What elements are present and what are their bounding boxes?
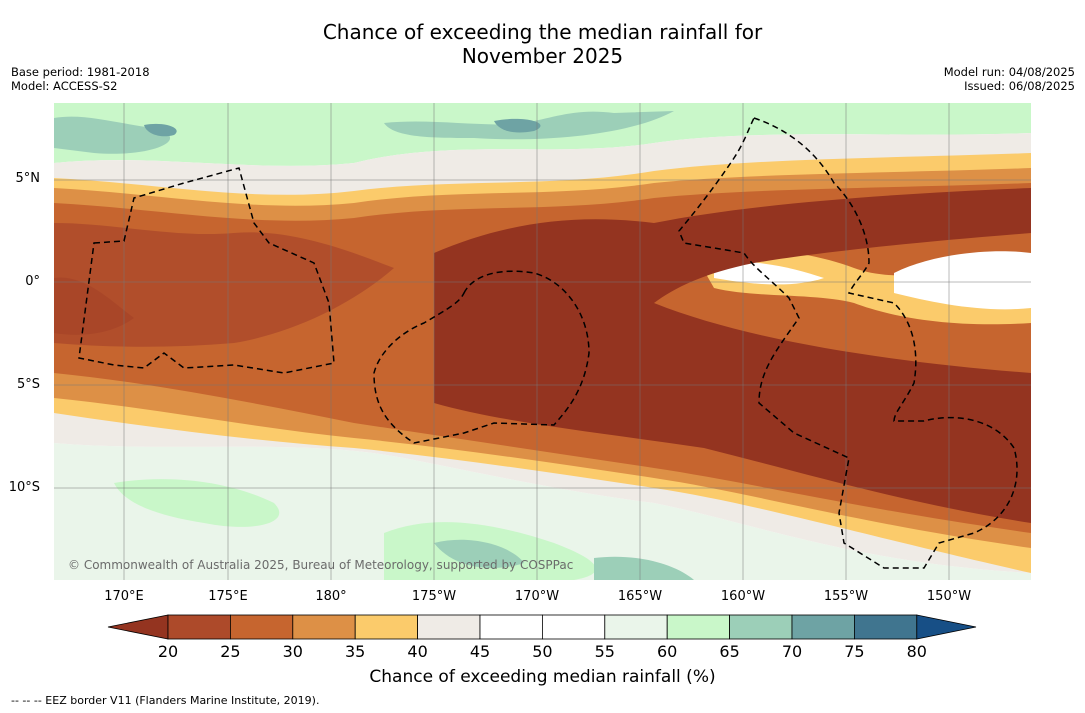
colorbar-tick-20: 20 <box>157 642 179 661</box>
colorbar-tick-75: 75 <box>844 642 865 661</box>
colorbar-label: Chance of exceeding median rainfall (%) <box>369 667 716 687</box>
right-white-patch <box>714 261 824 285</box>
south-grey-band <box>54 403 1031 573</box>
eez-line-islands <box>678 117 1018 569</box>
north-darkteal-patch <box>144 123 177 137</box>
colorbar-segment-55-60 <box>604 614 668 640</box>
model-run: Model run: 04/08/2025 <box>943 65 1075 79</box>
south-mint-patch <box>114 479 280 527</box>
colorbar-segment-75-80 <box>854 614 918 640</box>
lon-label-160w: 160°W <box>720 589 766 604</box>
title-line-2: November 2025 <box>461 44 624 68</box>
meta-right: Model run: 04/08/2025 Issued: 06/08/2025 <box>944 65 1075 93</box>
south-green-region <box>54 443 1031 580</box>
south-teal-patch <box>434 539 524 569</box>
colorbar-segment-25-30 <box>229 614 294 640</box>
colorbar-segment-70-75 <box>791 614 855 640</box>
map-gridlines <box>54 103 1031 580</box>
colorbar-tick-30: 30 <box>282 642 303 661</box>
colorbar-tick-70: 70 <box>781 642 803 661</box>
lat-label-5s: 5°S <box>16 377 40 392</box>
colorbar-tick-35: 35 <box>345 642 366 661</box>
colorbar-segment-20-25 <box>167 614 231 640</box>
colorbar-segment-60-65 <box>666 614 731 640</box>
colorbar-tick-55: 55 <box>594 642 615 661</box>
colorbar-segment-50-55 <box>541 614 606 640</box>
model-name: Model: ACCESS-S2 <box>11 79 118 93</box>
dark-core <box>434 188 1031 523</box>
eez-legend-footer: -- -- -- EEZ border V11 (Flanders Marine… <box>11 694 320 707</box>
lon-label-175w: 175°W <box>411 589 457 604</box>
lon-label-180: 180° <box>315 589 347 604</box>
colorbar-segment-45-50 <box>479 614 543 640</box>
colorbar-segment-35-40 <box>354 614 418 640</box>
lat-label-0: 0° <box>25 274 40 289</box>
rainfall-map <box>54 103 1031 580</box>
eez-kiribati-gilbert <box>78 167 335 374</box>
title-line-1: Chance of exceeding the median rainfall … <box>322 20 763 44</box>
copyright-notice: © Commonwealth of Australia 2025, Bureau… <box>68 558 574 572</box>
lon-label-170e: 170°E <box>104 589 144 604</box>
south-teal-patch-2 <box>594 556 694 580</box>
colorbar-tick-50: 50 <box>532 642 553 661</box>
right-white-patch-2 <box>894 251 1031 310</box>
lon-label-165w: 165°W <box>617 589 663 604</box>
colorbar-tick-40: 40 <box>407 642 428 661</box>
colorbar-tick-65: 65 <box>719 642 740 661</box>
north-grey-band <box>54 133 1031 201</box>
lat-label-5n: 5°N <box>15 171 41 186</box>
issued-date: Issued: 06/08/2025 <box>964 79 1075 93</box>
dark-brown-west <box>54 223 394 347</box>
colorbar-segment-40-45 <box>417 614 481 640</box>
colorbar-tick-80: 80 <box>906 642 927 661</box>
colorbar-segment-30-35 <box>292 614 356 640</box>
north-teal-patch <box>54 116 171 154</box>
rainfall-map-canvas <box>54 103 1031 580</box>
colorbar <box>107 614 977 640</box>
colorbar-under-arrow <box>107 614 169 640</box>
lon-label-150w: 150°W <box>926 589 972 604</box>
lon-label-155w: 155°W <box>823 589 869 604</box>
colorbar-tick-60: 60 <box>657 642 678 661</box>
map-title: Chance of exceeding the median rainfall … <box>0 20 1085 68</box>
eez-tokelau <box>373 270 590 444</box>
colorbar-tick-45: 45 <box>469 642 491 661</box>
base-period: Base period: 1981-2018 <box>11 65 150 79</box>
north-darkteal-patch-2 <box>494 118 541 133</box>
lon-label-170w: 170°W <box>514 589 560 604</box>
lon-label-175e: 175°E <box>208 589 248 604</box>
meta-left: Base period: 1981-2018 Model: ACCESS-S2 <box>11 65 150 93</box>
colorbar-segment-65-70 <box>729 614 793 640</box>
colorbar-over-arrow <box>916 614 977 640</box>
eez-borders <box>78 117 1018 569</box>
colorbar-tick-25: 25 <box>220 642 241 661</box>
lat-label-10s: 10°S <box>8 480 40 495</box>
